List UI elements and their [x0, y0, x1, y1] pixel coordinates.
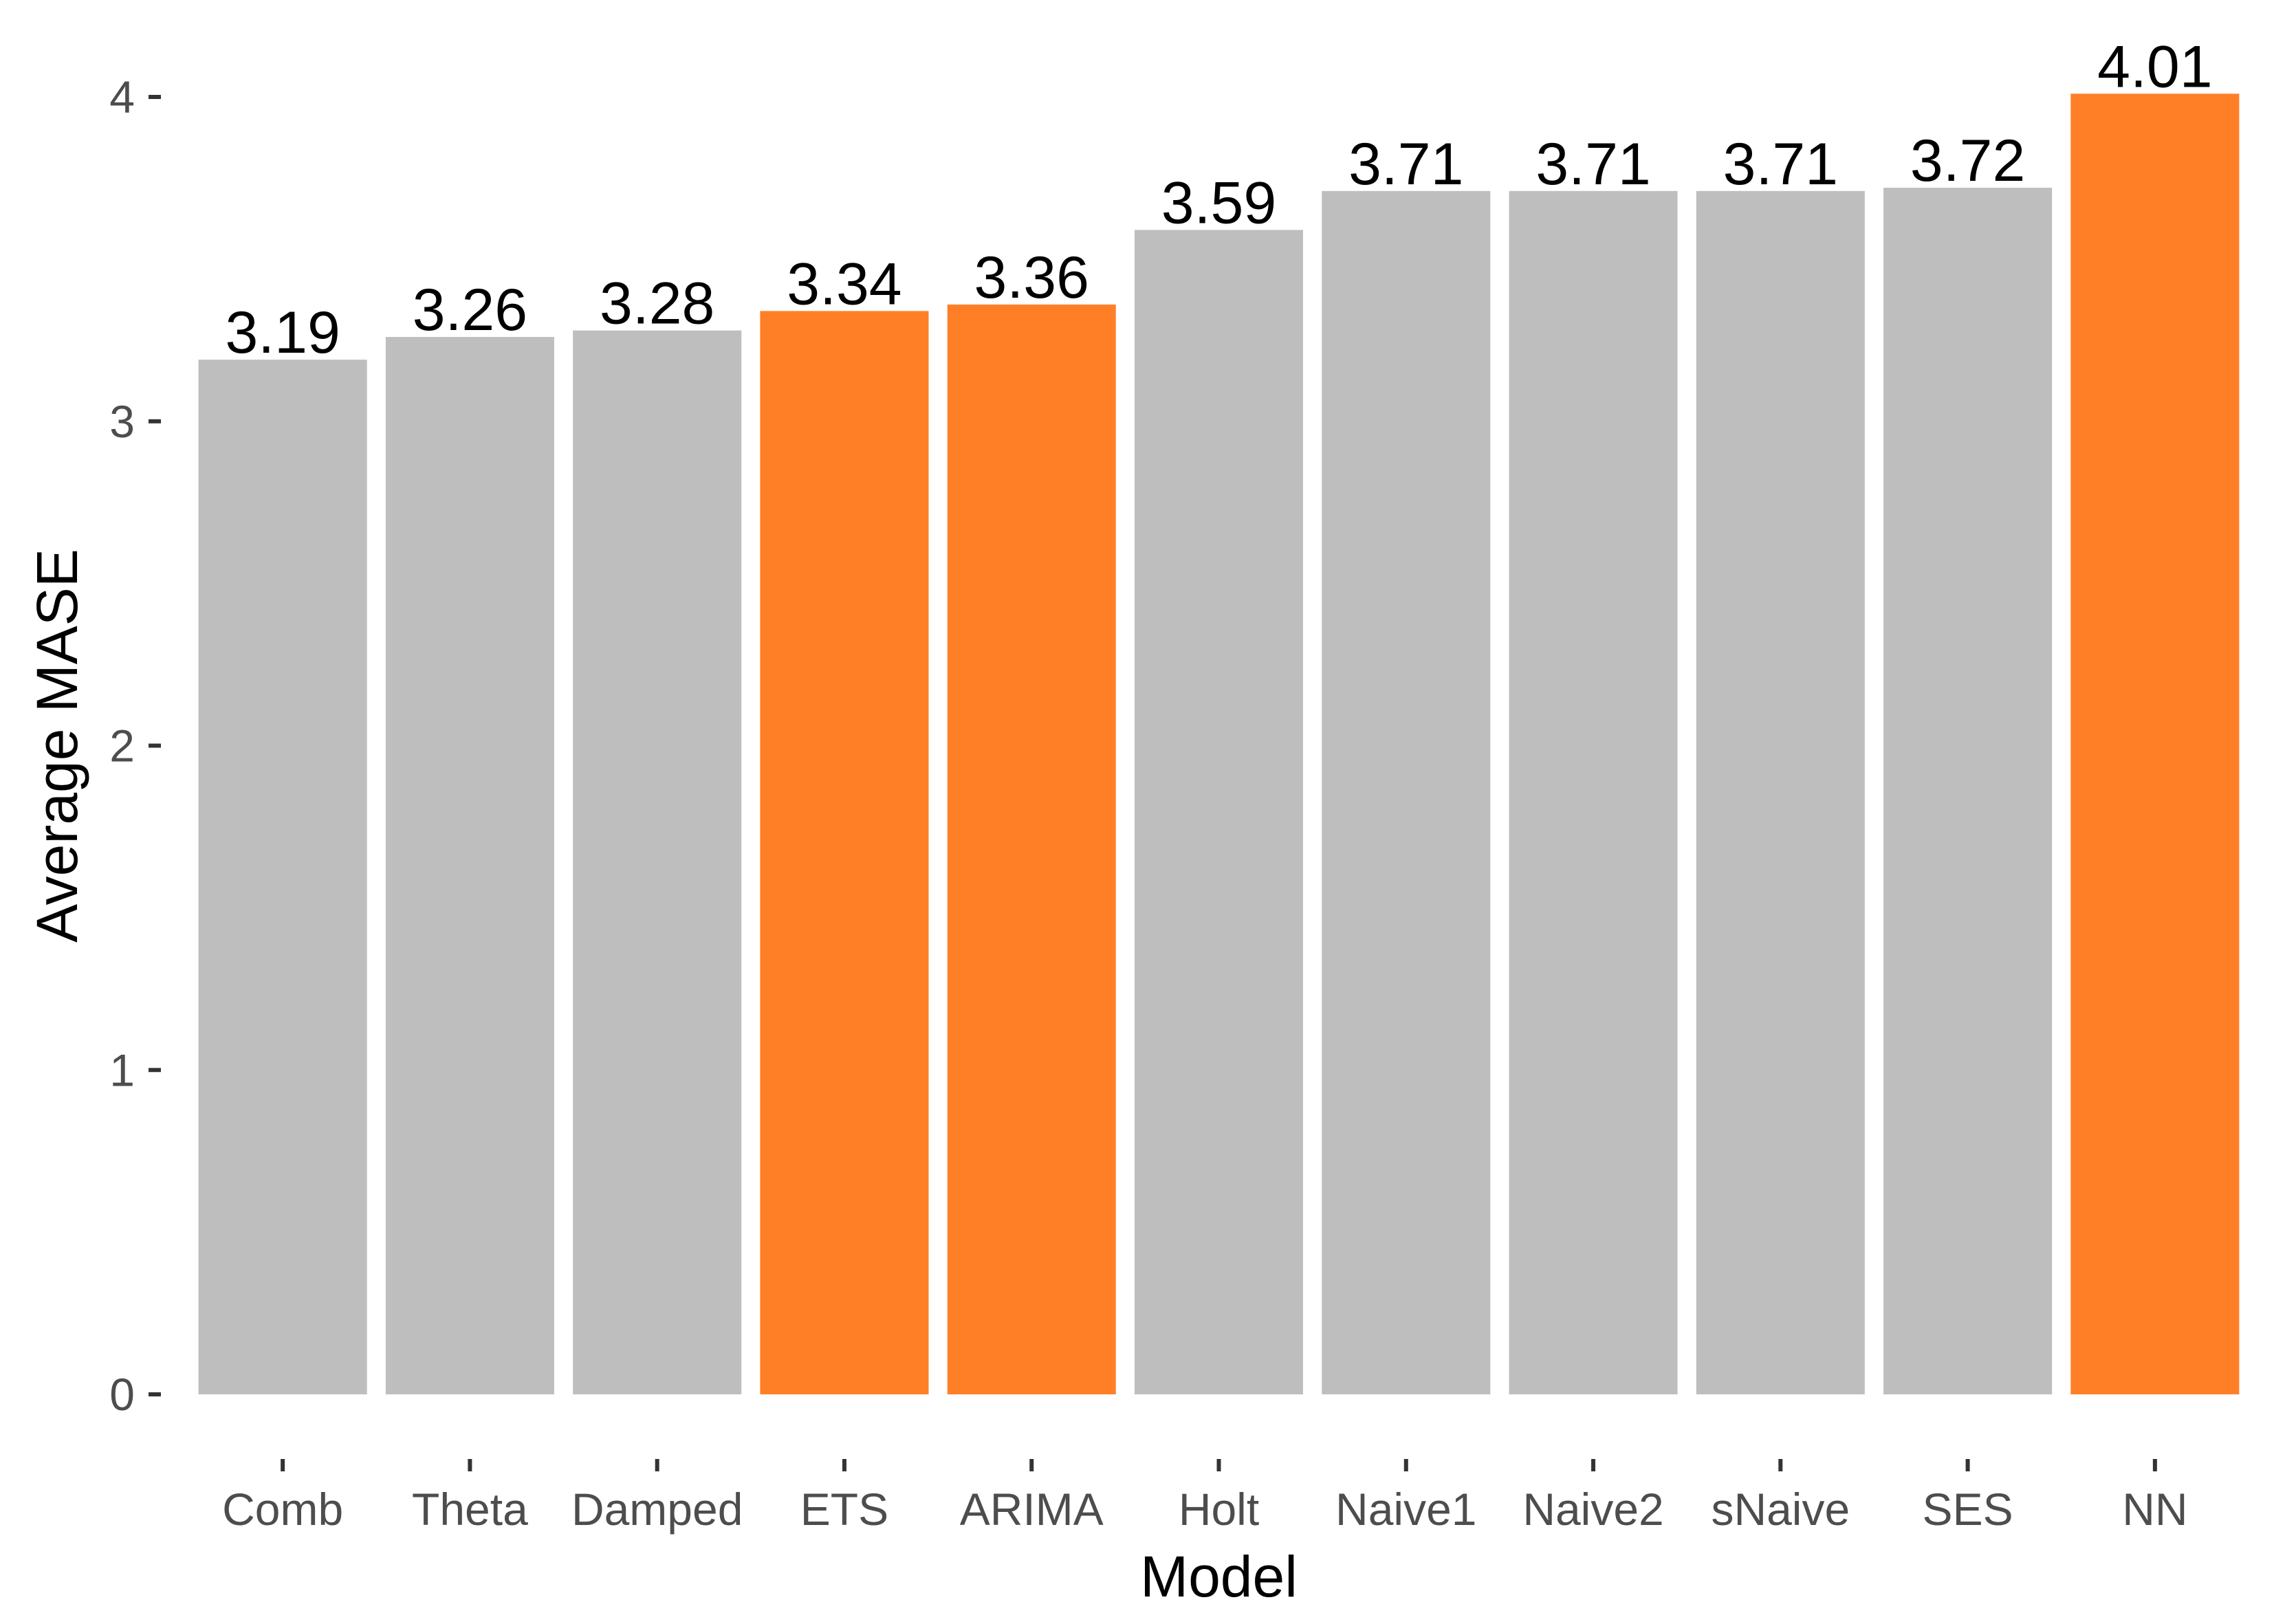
y-tick-label: 2 [109, 721, 135, 771]
x-tick-label: Theta [412, 1484, 528, 1535]
bar-snaive [1696, 190, 1865, 1394]
y-tick-label: 0 [109, 1369, 135, 1420]
bar-comb [198, 360, 367, 1395]
x-tick-label: SES [1923, 1484, 2013, 1535]
x-tick-label: ETS [800, 1484, 888, 1535]
x-tick-label: Damped [571, 1484, 743, 1535]
bar-naive2 [1509, 190, 1678, 1394]
x-tick-label: Naive1 [1335, 1484, 1476, 1535]
x-tick-label: sNaive [1711, 1484, 1850, 1535]
x-tick-label: ARIMA [960, 1484, 1104, 1535]
bar-value-label: 3.71 [1348, 131, 1463, 197]
y-axis: 0 1 2 3 4 [109, 72, 161, 1420]
bar-value-label: 3.72 [1910, 128, 2025, 194]
bar-value-label: 3.71 [1723, 131, 1838, 197]
bar-theta [385, 337, 554, 1395]
bar-value-label: 3.34 [787, 251, 901, 317]
bar-value-label: 3.19 [225, 300, 340, 366]
bar-value-label: 3.36 [974, 245, 1089, 311]
x-tick-label: Naive2 [1522, 1484, 1663, 1535]
bar-nn [2070, 94, 2240, 1395]
y-tick-label: 1 [109, 1044, 135, 1095]
bar-value-label: 3.59 [1161, 170, 1276, 236]
x-tick-label: Holt [1179, 1484, 1259, 1535]
bar-value-label: 3.26 [413, 277, 527, 343]
bar-naive1 [1322, 190, 1491, 1394]
x-axis-title: Model [1140, 1544, 1298, 1609]
bars [198, 94, 2240, 1395]
y-tick-label: 4 [109, 72, 135, 122]
y-tick-label: 3 [109, 396, 135, 447]
bar-ets [760, 311, 929, 1395]
y-axis-title: Average MASE [25, 549, 89, 943]
x-axis: Comb Theta Damped ETS ARIMA Holt Naive1 Naive2 s… [222, 1459, 2188, 1535]
bar-value-labels: 3.19 3.26 3.28 3.34 3.36 3.59 3.71 3.71 3.71 3.72… [225, 34, 2212, 366]
bar-ses [1883, 188, 2053, 1395]
x-tick-label: Comb [222, 1484, 343, 1535]
bar-value-label: 3.28 [600, 271, 714, 337]
bar-holt [1134, 230, 1304, 1395]
bar-damped [573, 330, 742, 1394]
bar-value-label: 3.71 [1535, 131, 1650, 197]
bar-value-label: 4.01 [2097, 34, 2212, 100]
x-tick-label: NN [2122, 1484, 2187, 1535]
bar-arima [947, 304, 1116, 1394]
